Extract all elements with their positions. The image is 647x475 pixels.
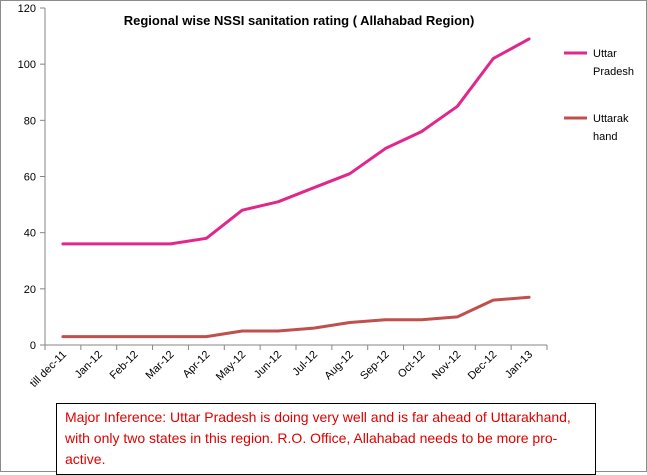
x-tick-label: Jan-13 [503, 349, 535, 381]
x-tick-label: Sep-12 [358, 349, 392, 383]
x-tick-label: Oct-12 [396, 349, 428, 381]
x-tick-label: Feb-12 [108, 349, 141, 382]
legend-label: Uttarak [593, 113, 629, 125]
legend-label: Pradesh [593, 66, 634, 78]
series-lines [61, 37, 531, 339]
y-axis-ticks: 0 20 40 60 80 100 120 [18, 3, 45, 352]
x-tick-label: Jul-12 [290, 349, 320, 379]
y-tick-label: 20 [24, 284, 36, 296]
y-tick-label: 120 [18, 3, 36, 15]
y-tick-label: 80 [24, 115, 36, 127]
chart-title: Regional wise NSSI sanitation rating ( A… [124, 13, 475, 28]
y-tick-label: 0 [30, 340, 36, 352]
x-tick-label: Nov-12 [430, 349, 464, 383]
legend-label: hand [593, 131, 617, 143]
x-tick-label: Jan-12 [73, 349, 105, 381]
x-axis-ticks: till dec-11 Jan-12 Feb-12 Mar-12 Apr-12 May-1… [28, 345, 548, 390]
x-tick-label: May-12 [214, 349, 248, 383]
x-tick-label: Jun-12 [252, 349, 284, 381]
inference-note: Major Inference: Uttar Pradesh is doing … [56, 403, 596, 475]
x-tick-label: Dec-12 [466, 349, 500, 383]
series-line-0 [61, 37, 531, 246]
x-tick-label: Aug-12 [322, 349, 356, 383]
legend-label: Uttar [593, 48, 617, 60]
x-tick-label: till dec-11 [28, 349, 69, 390]
series-line-1 [61, 295, 531, 339]
y-tick-label: 100 [18, 59, 36, 71]
x-tick-label: Apr-12 [181, 349, 213, 381]
x-tick-label: Mar-12 [143, 349, 176, 382]
y-tick-label: 40 [24, 228, 36, 240]
y-tick-label: 60 [24, 172, 36, 184]
legend: Uttar Pradesh Uttarak hand [564, 48, 634, 143]
